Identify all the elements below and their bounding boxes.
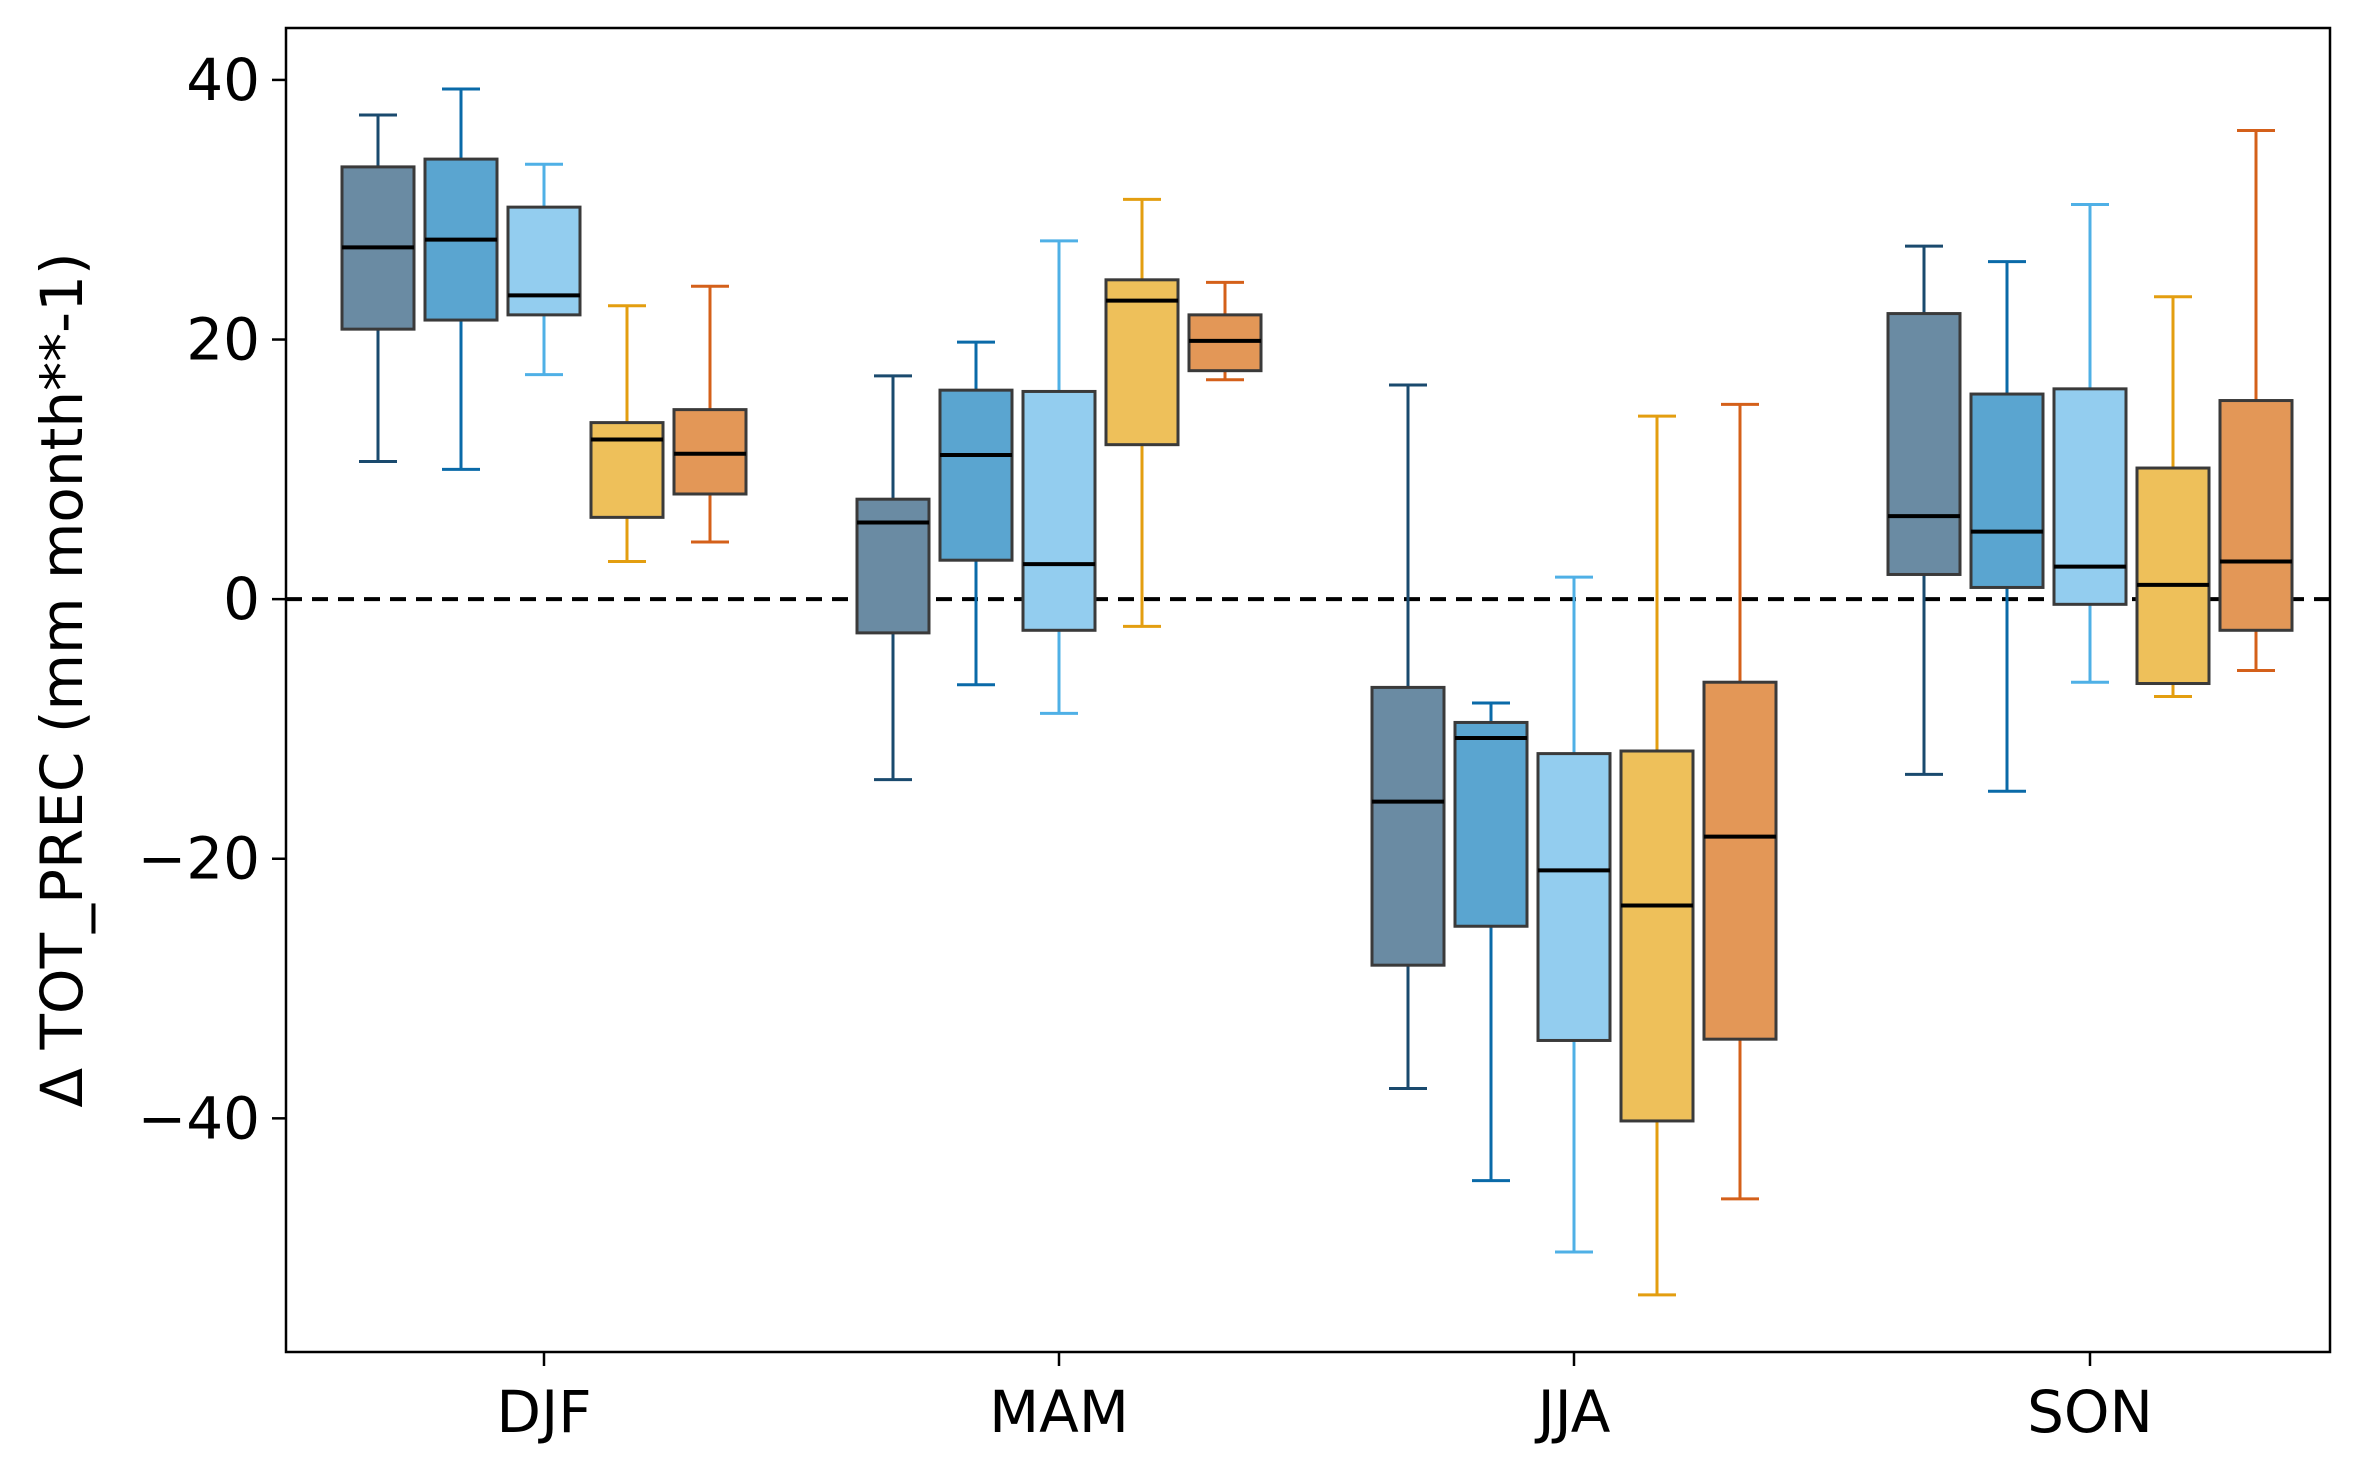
box-jja-series-3 [1536,575,1612,1254]
box-body [1536,752,1612,1042]
x-tick-label-jja: JJA [1535,1378,1611,1446]
box-body [2135,466,2211,686]
box-djf-series-1 [340,113,416,464]
box-body [1021,389,1097,632]
box-mam-series-4 [1104,197,1180,628]
y-tick-label: 20 [186,306,260,374]
box-son-series-2 [1969,260,2045,793]
box-jja-series-1 [1370,383,1446,1090]
x-tick-label-mam: MAM [989,1378,1129,1446]
box-body [855,497,931,635]
y-axis-title: Δ TOT_PREC (mm month**-1) [28,252,96,1107]
box-body [1104,278,1180,447]
box-body [1453,720,1529,928]
box-body [1370,685,1446,967]
box-jja-series-2 [1453,701,1529,1183]
y-tick-label: 0 [223,565,260,633]
box-mam-series-1 [855,374,931,782]
box-djf-series-5 [672,284,748,544]
x-tick-label-son: SON [2027,1378,2153,1446]
box-son-series-5 [2218,129,2294,673]
box-son-series-3 [2052,203,2128,684]
box-body [2218,399,2294,632]
box-body [1969,392,2045,589]
box-body [2052,387,2128,606]
box-son-series-1 [1886,244,1962,776]
box-body [506,205,582,317]
box-mam-series-3 [1021,239,1097,715]
y-tick-label: 40 [186,46,260,114]
box-body [1702,680,1778,1041]
box-body [589,421,665,519]
box-djf-series-4 [589,304,665,563]
box-body [938,388,1014,562]
x-tick-label-djf: DJF [496,1378,591,1446]
plot-area [286,87,2330,1297]
box-djf-series-3 [506,162,582,377]
box-mam-series-5 [1187,280,1263,382]
plot-frame [284,26,2332,1354]
box-djf-series-2 [423,87,499,471]
axes: 40 20 0 −20 −40 DJF MAM JJA SON [138,26,2332,1446]
box-jja-series-5 [1702,402,1778,1201]
box-son-series-4 [2135,295,2211,698]
y-tick-label: −20 [138,825,260,893]
box-jja-series-4 [1619,414,1695,1297]
box-body [1619,749,1695,1123]
box-body [1886,312,1962,576]
y-tick-label: −40 [138,1084,260,1152]
box-mam-series-2 [938,340,1014,687]
